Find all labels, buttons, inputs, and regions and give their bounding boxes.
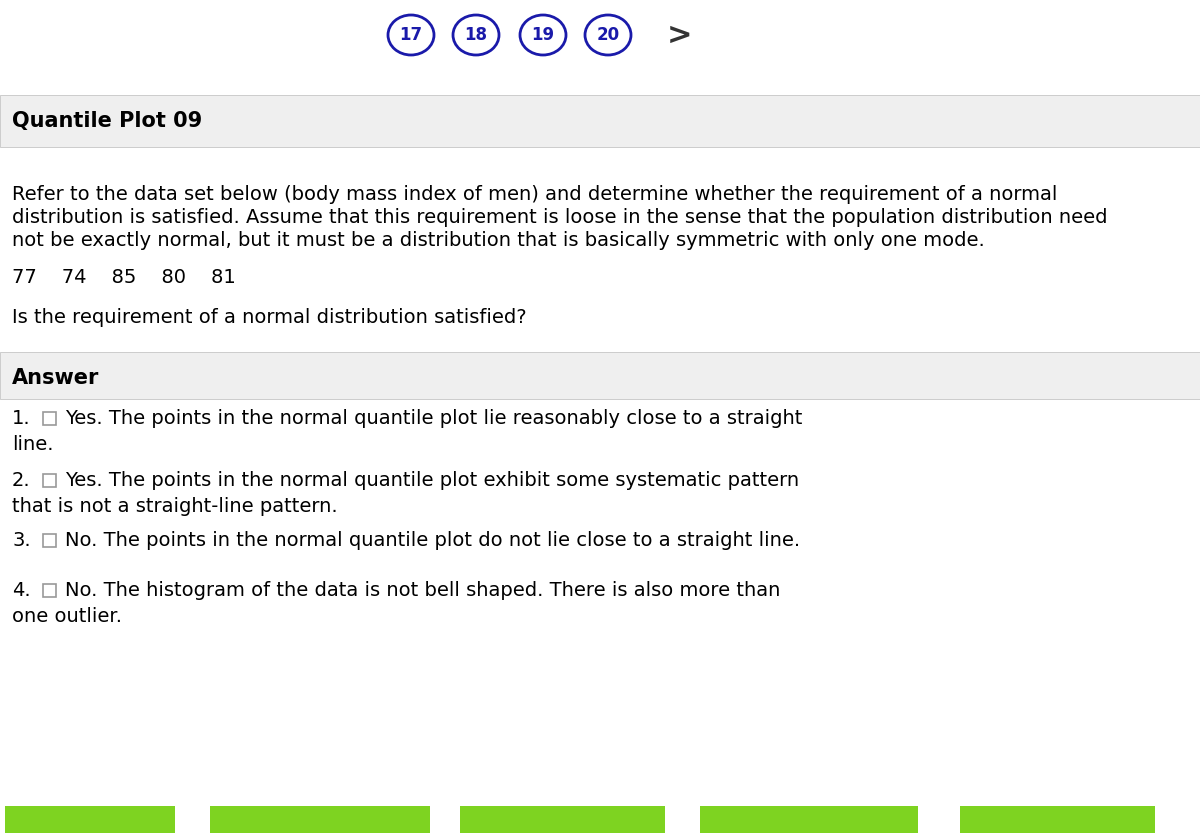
FancyBboxPatch shape: [5, 806, 175, 833]
Text: line.: line.: [12, 435, 54, 455]
Text: one outlier.: one outlier.: [12, 607, 122, 627]
FancyBboxPatch shape: [0, 95, 1200, 147]
FancyBboxPatch shape: [460, 806, 665, 833]
FancyBboxPatch shape: [43, 473, 56, 487]
FancyBboxPatch shape: [43, 534, 56, 546]
Text: that is not a straight-line pattern.: that is not a straight-line pattern.: [12, 498, 337, 517]
Text: Answer: Answer: [12, 368, 100, 388]
Text: Quantile Plot 09: Quantile Plot 09: [12, 111, 203, 131]
FancyBboxPatch shape: [0, 352, 1200, 399]
Text: Is the requirement of a normal distribution satisfied?: Is the requirement of a normal distribut…: [12, 308, 527, 327]
Text: 3.: 3.: [12, 530, 31, 550]
Text: Yes. The points in the normal quantile plot lie reasonably close to a straight: Yes. The points in the normal quantile p…: [65, 409, 803, 428]
Text: not be exactly normal, but it must be a distribution that is basically symmetric: not be exactly normal, but it must be a …: [12, 231, 985, 250]
Text: distribution is satisfied. Assume that this requirement is loose in the sense th: distribution is satisfied. Assume that t…: [12, 208, 1108, 227]
Text: No. The points in the normal quantile plot do not lie close to a straight line.: No. The points in the normal quantile pl…: [65, 530, 800, 550]
Text: 19: 19: [532, 26, 554, 44]
Text: No. The histogram of the data is not bell shaped. There is also more than: No. The histogram of the data is not bel…: [65, 581, 780, 600]
FancyBboxPatch shape: [960, 806, 1154, 833]
FancyBboxPatch shape: [210, 806, 430, 833]
Text: 17: 17: [400, 26, 422, 44]
Text: 4.: 4.: [12, 581, 31, 600]
Text: 18: 18: [464, 26, 487, 44]
Text: 20: 20: [596, 26, 619, 44]
Text: Refer to the data set below (body mass index of men) and determine whether the r: Refer to the data set below (body mass i…: [12, 185, 1057, 204]
FancyBboxPatch shape: [43, 411, 56, 425]
Text: >: >: [667, 20, 692, 50]
FancyBboxPatch shape: [43, 583, 56, 597]
Text: 2.: 2.: [12, 471, 31, 489]
FancyBboxPatch shape: [700, 806, 918, 833]
Text: Yes. The points in the normal quantile plot exhibit some systematic pattern: Yes. The points in the normal quantile p…: [65, 471, 799, 489]
Text: 1.: 1.: [12, 409, 31, 428]
Text: 77    74    85    80    81: 77 74 85 80 81: [12, 268, 235, 287]
